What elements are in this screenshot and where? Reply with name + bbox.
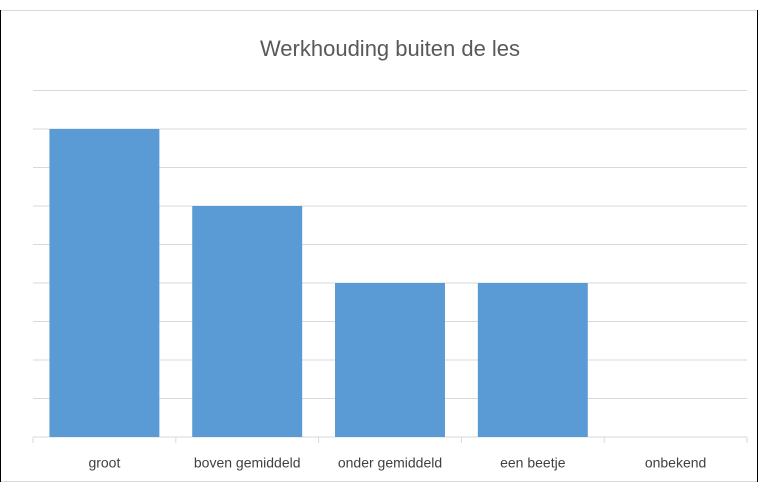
chart-title: Werkhouding buiten de les: [260, 36, 520, 61]
bar: [192, 206, 303, 437]
x-tick-label: onder gemiddeld: [338, 455, 442, 471]
bar: [477, 283, 588, 437]
bar: [49, 129, 160, 437]
x-tick-label: onbekend: [645, 455, 707, 471]
x-tick-label: een beetje: [500, 455, 566, 471]
x-tick-label: groot: [88, 455, 120, 471]
x-tick-label: boven gemiddeld: [194, 455, 301, 471]
bar: [335, 283, 445, 437]
